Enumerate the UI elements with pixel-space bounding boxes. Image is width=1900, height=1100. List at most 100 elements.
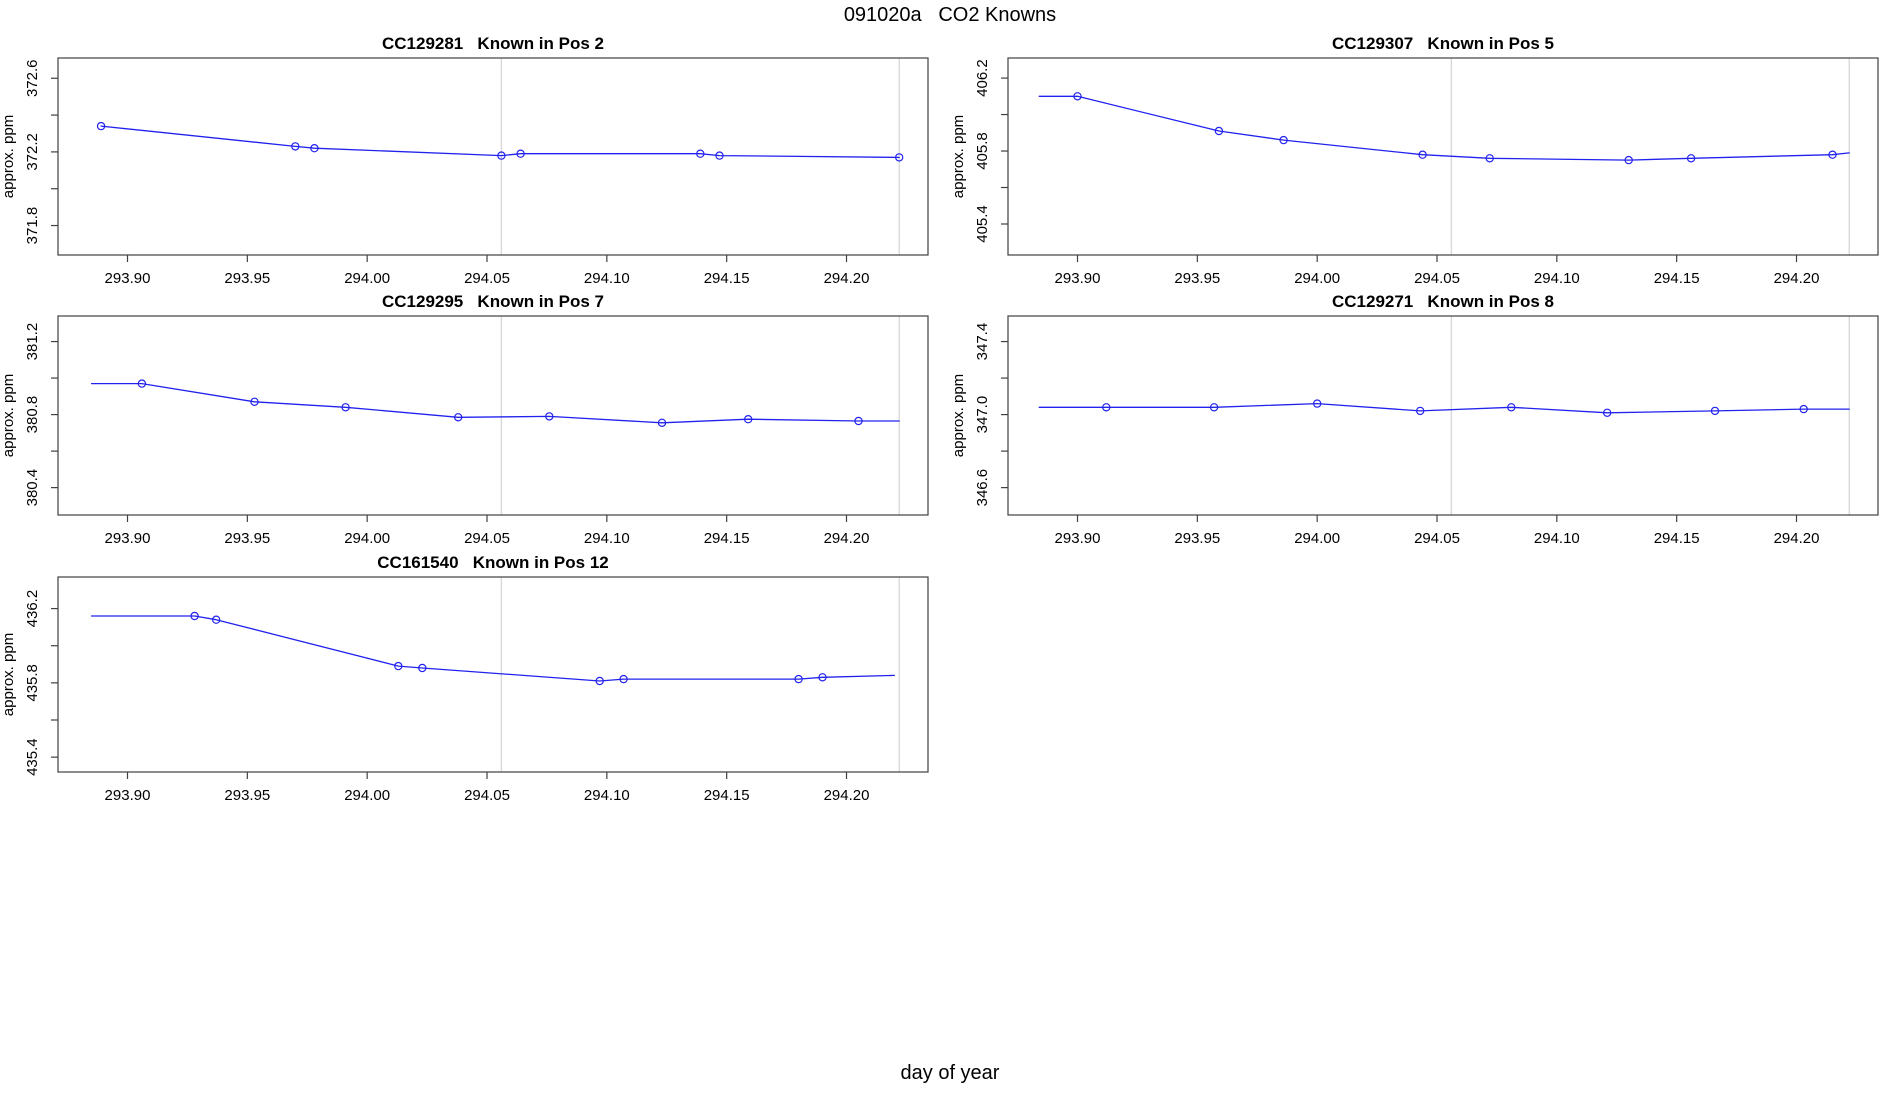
x-tick-label: 294.10 xyxy=(584,270,630,287)
x-tick-label: 294.15 xyxy=(704,787,750,804)
x-tick-label: 294.05 xyxy=(464,530,510,547)
y-tick-label: 346.6 xyxy=(974,469,991,507)
x-tick-label: 293.95 xyxy=(224,530,270,547)
y-tick-label: 372.2 xyxy=(24,133,41,171)
x-tick-label: 294.05 xyxy=(1414,530,1460,547)
x-tick-label: 294.00 xyxy=(1294,530,1340,547)
y-tick-label: 405.4 xyxy=(974,205,991,243)
data-point-marker xyxy=(190,611,199,621)
data-point-marker xyxy=(418,663,427,673)
y-tick-label: 347.4 xyxy=(974,323,991,361)
plot-box xyxy=(57,576,929,773)
data-line xyxy=(90,382,900,424)
data-line xyxy=(90,615,896,682)
x-tick-label: 294.10 xyxy=(584,530,630,547)
plot-box xyxy=(1007,315,1879,516)
y-tick-label: 435.8 xyxy=(24,664,41,702)
y-tick-label: 436.2 xyxy=(24,590,41,628)
y-axis-label: approx. ppm xyxy=(0,633,17,716)
x-tick-label: 294.20 xyxy=(824,270,870,287)
data-point-marker xyxy=(818,673,827,682)
x-tick-label: 294.20 xyxy=(1774,530,1820,547)
data-point-marker xyxy=(1624,155,1633,165)
data-point-marker xyxy=(1828,150,1837,159)
x-tick-label: 294.20 xyxy=(824,787,870,804)
figure-x-axis-label: day of year xyxy=(900,1062,1000,1084)
data-point-marker xyxy=(1418,150,1427,159)
y-tick-label: 372.6 xyxy=(24,59,41,97)
data-point-marker xyxy=(657,418,667,427)
y-axis-label: approx. ppm xyxy=(950,115,967,198)
data-point-marker xyxy=(854,416,863,426)
x-tick-label: 293.95 xyxy=(224,270,270,287)
y-tick-label: 371.8 xyxy=(24,207,41,245)
x-tick-label: 294.05 xyxy=(464,270,510,287)
data-point-marker xyxy=(1485,154,1494,163)
data-point-marker xyxy=(715,151,724,160)
data-point-marker xyxy=(250,397,259,406)
data-point-marker xyxy=(516,149,525,158)
x-tick-label: 294.15 xyxy=(704,530,750,547)
data-point-marker xyxy=(341,403,350,412)
data-point-marker xyxy=(211,615,221,624)
data-point-marker xyxy=(1209,403,1219,412)
x-tick-label: 293.90 xyxy=(105,270,151,287)
x-tick-label: 294.05 xyxy=(464,787,510,804)
x-tick-label: 294.15 xyxy=(704,270,750,287)
panel-title: CC129281 Known in Pos 2 xyxy=(382,34,604,53)
data-point-marker xyxy=(1507,403,1516,412)
panel-title: CC129307 Known in Pos 5 xyxy=(1332,34,1554,53)
panel-pos5: 293.90 293.95 294.00 294.05 294.10 294.15 294.… xyxy=(950,34,1879,287)
y-axis-label: approx. ppm xyxy=(950,374,967,457)
data-point-marker xyxy=(1214,126,1224,136)
data-point-marker xyxy=(394,661,403,671)
data-point-marker xyxy=(137,379,147,388)
x-tick-label: 294.15 xyxy=(1654,270,1700,287)
data-point-marker xyxy=(1710,406,1720,416)
data-point-marker xyxy=(1312,399,1322,408)
data-point-marker xyxy=(310,143,319,153)
data-point-marker xyxy=(744,415,753,424)
x-tick-label: 293.90 xyxy=(105,787,151,804)
y-tick-label: 435.4 xyxy=(24,738,41,776)
data-point-marker xyxy=(545,412,554,421)
plot-box xyxy=(57,57,929,256)
x-tick-label: 294.15 xyxy=(1654,530,1700,547)
x-tick-label: 293.90 xyxy=(1055,270,1101,287)
x-tick-label: 294.10 xyxy=(1534,530,1580,547)
panel-pos12: 293.90 293.95 294.00 294.05 294.10 294.15 294.… xyxy=(0,553,929,804)
plot-box xyxy=(57,315,929,516)
y-tick-label: 381.2 xyxy=(24,323,41,361)
y-tick-label: 347.0 xyxy=(974,396,991,434)
panel-title: CC129271 Known in Pos 8 xyxy=(1332,292,1554,311)
x-tick-label: 294.10 xyxy=(1534,270,1580,287)
x-tick-label: 294.00 xyxy=(344,787,390,804)
y-tick-label: 380.4 xyxy=(24,469,41,507)
x-tick-label: 293.95 xyxy=(1174,530,1220,547)
panel-pos2: 293.90 293.95 294.00 294.05 294.10 294.15 294.… xyxy=(0,34,929,287)
x-tick-label: 294.20 xyxy=(1774,270,1820,287)
data-point-marker xyxy=(696,149,705,158)
x-tick-label: 294.10 xyxy=(584,787,630,804)
data-line xyxy=(1038,95,1850,161)
panel-pos7: 293.90 293.95 294.00 294.05 294.10 294.15 294.… xyxy=(0,292,929,547)
y-axis-label: approx. ppm xyxy=(0,115,17,198)
x-tick-label: 293.95 xyxy=(1174,270,1220,287)
data-point-marker xyxy=(595,676,604,686)
panel-title: CC129295 Known in Pos 7 xyxy=(382,292,604,311)
x-tick-label: 294.20 xyxy=(824,530,870,547)
data-point-marker xyxy=(895,153,904,162)
data-point-marker xyxy=(454,413,463,422)
data-point-marker xyxy=(96,121,106,131)
y-tick-label: 380.8 xyxy=(24,396,41,434)
y-tick-label: 405.8 xyxy=(974,132,991,170)
x-tick-label: 293.90 xyxy=(105,530,151,547)
panel-pos8: 293.90 293.95 294.00 294.05 294.10 294.15 294.… xyxy=(950,292,1879,547)
data-point-marker xyxy=(619,674,628,684)
data-point-marker xyxy=(1686,154,1696,163)
x-tick-label: 293.95 xyxy=(224,787,270,804)
x-tick-label: 293.90 xyxy=(1055,530,1101,547)
x-tick-label: 294.00 xyxy=(344,530,390,547)
